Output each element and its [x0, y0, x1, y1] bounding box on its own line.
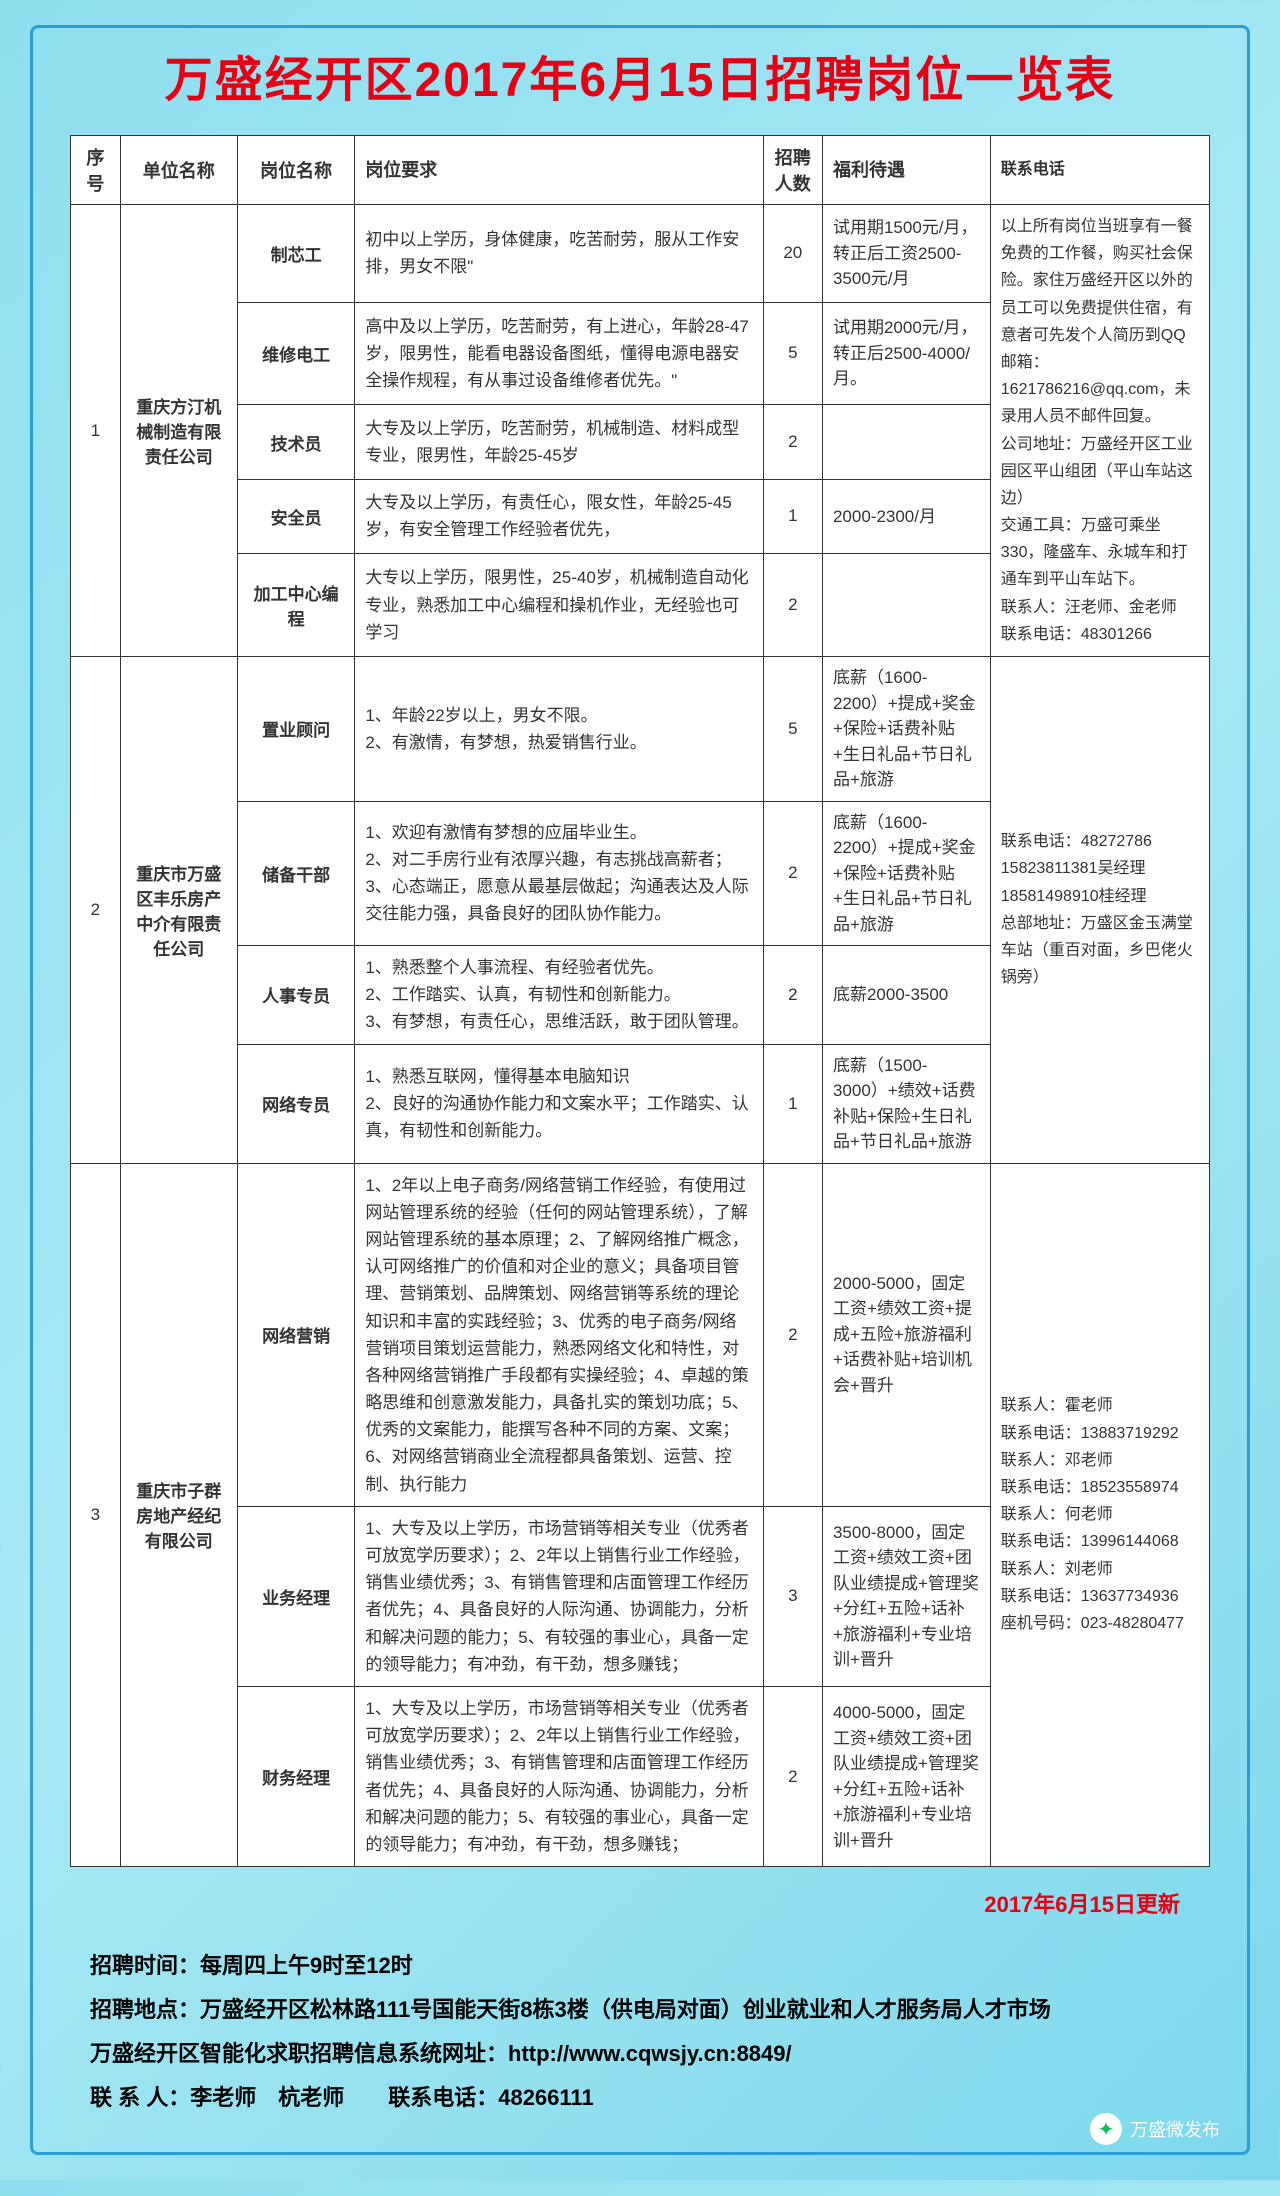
cell-job: 维修电工	[237, 302, 354, 405]
cell-req: 1、2年以上电子商务/网络营销工作经验，有使用过网站管理系统的经验（任何的网站管…	[355, 1163, 763, 1506]
cell-job: 储备干部	[237, 801, 354, 946]
cell-job: 置业顾问	[237, 657, 354, 802]
cell-job: 安全员	[237, 479, 354, 553]
cell-no: 2	[71, 657, 121, 1164]
cell-salary: 底薪（1500-3000）+绩效+话费补贴+保险+生日礼品+节日礼品+旅游	[822, 1044, 990, 1163]
footer-url: 万盛经开区智能化求职招聘信息系统网址：http://www.cqwsjy.cn:…	[90, 2032, 1190, 2076]
table-container: 序号 单位名称 岗位名称 岗位要求 招聘人数 福利待遇 联系电话 1重庆方汀机械…	[70, 135, 1210, 1867]
wechat-icon: ✦	[1090, 2113, 1122, 2145]
table-row: 2重庆市万盛区丰乐房产中介有限责任公司置业顾问1、年龄22岁以上，男女不限。 2…	[71, 657, 1210, 802]
cell-salary: 2000-2300/月	[822, 479, 990, 553]
footer-contact: 联 系 人：李老师 杭老师 联系电话：48266111	[90, 2076, 1190, 2120]
cell-job: 网络专员	[237, 1044, 354, 1163]
table-body: 1重庆方汀机械制造有限责任公司制芯工初中以上学历，身体健康，吃苦耐劳，服从工作安…	[71, 205, 1210, 1867]
footer-addr: 招聘地点：万盛经开区松林路111号国能天街8栋3楼（供电局对面）创业就业和人才服…	[90, 1988, 1190, 2032]
cell-salary: 底薪2000-3500	[822, 946, 990, 1045]
cell-num: 2	[763, 405, 822, 479]
cell-num: 3	[763, 1506, 822, 1686]
cell-job: 技术员	[237, 405, 354, 479]
cell-req: 1、大专及以上学历，市场营销等相关专业（优秀者可放宽学历要求）；2、2年以上销售…	[355, 1506, 763, 1686]
cell-num: 5	[763, 657, 822, 802]
job-table: 序号 单位名称 岗位名称 岗位要求 招聘人数 福利待遇 联系电话 1重庆方汀机械…	[70, 135, 1210, 1867]
th-job: 岗位名称	[237, 136, 354, 205]
cell-salary: 试用期1500元/月，转正后工资2500-3500元/月	[822, 205, 990, 303]
cell-salary: 3500-8000，固定工资+绩效工资+团队业绩提成+管理奖+分红+五险+话补+…	[822, 1506, 990, 1686]
th-salary: 福利待遇	[822, 136, 990, 205]
cell-job: 制芯工	[237, 205, 354, 303]
cell-num: 2	[763, 946, 822, 1045]
th-num: 招聘人数	[763, 136, 822, 205]
wechat-tag: ✦ 万盛微发布	[1090, 2113, 1220, 2145]
cell-req: 大专以上学历，限男性，25-40岁，机械制造自动化专业，熟悉加工中心编程和操机作…	[355, 554, 763, 657]
cell-num: 20	[763, 205, 822, 303]
cell-salary: 底薪（1600-2200）+提成+奖金+保险+话费补贴+生日礼品+节日礼品+旅游	[822, 801, 990, 946]
cell-req: 高中及以上学历，吃苦耐劳，有上进心，年龄28-47岁，限男性，能看电器设备图纸，…	[355, 302, 763, 405]
th-company: 单位名称	[120, 136, 237, 205]
footer-info: 招聘时间：每周四上午9时至12时 招聘地点：万盛经开区松林路111号国能天街8栋…	[90, 1944, 1190, 2120]
cell-contact: 以上所有岗位当班享有一餐免费的工作餐，购买社会保险。家住万盛经开区以外的员工可以…	[990, 205, 1209, 657]
update-note: 2017年6月15日更新	[50, 1887, 1180, 1919]
cell-salary: 2000-5000，固定工资+绩效工资+提成+五险+旅游福利+话费补贴+培训机会…	[822, 1163, 990, 1506]
cell-req: 初中以上学历，身体健康，吃苦耐劳，服从工作安排，男女不限"	[355, 205, 763, 303]
cell-job: 财务经理	[237, 1686, 354, 1866]
cell-num: 2	[763, 1686, 822, 1866]
cell-req: 1、熟悉整个人事流程、有经验者优先。 2、工作踏实、认真，有韧性和创新能力。 3…	[355, 946, 763, 1045]
cell-req: 1、年龄22岁以上，男女不限。 2、有激情，有梦想，热爱销售行业。	[355, 657, 763, 802]
cell-job: 人事专员	[237, 946, 354, 1045]
cell-no: 1	[71, 205, 121, 657]
cell-num: 2	[763, 1163, 822, 1506]
th-no: 序号	[71, 136, 121, 205]
cell-salary: 试用期2000元/月，转正后2500-4000/月。	[822, 302, 990, 405]
cell-req: 1、欢迎有激情有梦想的应届毕业生。 2、对二手房行业有浓厚兴趣，有志挑战高薪者；…	[355, 801, 763, 946]
header-row: 序号 单位名称 岗位名称 岗位要求 招聘人数 福利待遇 联系电话	[71, 136, 1210, 205]
cell-num: 5	[763, 302, 822, 405]
cell-company: 重庆市万盛区丰乐房产中介有限责任公司	[120, 657, 237, 1164]
cell-salary: 4000-5000，固定工资+绩效工资+团队业绩提成+管理奖+分红+五险+话补+…	[822, 1686, 990, 1866]
th-req: 岗位要求	[355, 136, 763, 205]
cell-salary	[822, 554, 990, 657]
footer-time: 招聘时间：每周四上午9时至12时	[90, 1944, 1190, 1988]
cell-job: 业务经理	[237, 1506, 354, 1686]
cell-num: 1	[763, 1044, 822, 1163]
cell-req: 1、大专及以上学历，市场营销等相关专业（优秀者可放宽学历要求）；2、2年以上销售…	[355, 1686, 763, 1866]
table-row: 3重庆市子群房地产经纪有限公司网络营销1、2年以上电子商务/网络营销工作经验，有…	[71, 1163, 1210, 1506]
cell-salary: 底薪（1600-2200）+提成+奖金+保险+话费补贴+生日礼品+节日礼品+旅游	[822, 657, 990, 802]
cell-num: 2	[763, 554, 822, 657]
cell-company: 重庆方汀机械制造有限责任公司	[120, 205, 237, 657]
cell-num: 2	[763, 801, 822, 946]
cell-req: 大专及以上学历，吃苦耐劳，机械制造、材料成型专业，限男性，年龄25-45岁	[355, 405, 763, 479]
th-contact: 联系电话	[990, 136, 1209, 205]
cell-no: 3	[71, 1163, 121, 1867]
cell-num: 1	[763, 479, 822, 553]
poster-container: 万盛经开区2017年6月15日招聘岗位一览表 序号 单位名称 岗位名称 岗位要求…	[0, 0, 1280, 2180]
page-title: 万盛经开区2017年6月15日招聘岗位一览表	[50, 40, 1230, 110]
table-row: 1重庆方汀机械制造有限责任公司制芯工初中以上学历，身体健康，吃苦耐劳，服从工作安…	[71, 205, 1210, 303]
cell-job: 网络营销	[237, 1163, 354, 1506]
cell-job: 加工中心编程	[237, 554, 354, 657]
cell-req: 1、熟悉互联网，懂得基本电脑知识 2、良好的沟通协作能力和文案水平；工作踏实、认…	[355, 1044, 763, 1163]
cell-req: 大专及以上学历，有责任心，限女性，年龄25-45岁，有安全管理工作经验者优先，	[355, 479, 763, 553]
cell-company: 重庆市子群房地产经纪有限公司	[120, 1163, 237, 1867]
cell-contact: 联系人：霍老师 联系电话：13883719292 联系人：邓老师 联系电话：18…	[990, 1163, 1209, 1867]
cell-contact: 联系电话：48272786 15823811381吴经理 18581498910…	[990, 657, 1209, 1164]
wechat-label: 万盛微发布	[1130, 2116, 1220, 2142]
cell-salary	[822, 405, 990, 479]
